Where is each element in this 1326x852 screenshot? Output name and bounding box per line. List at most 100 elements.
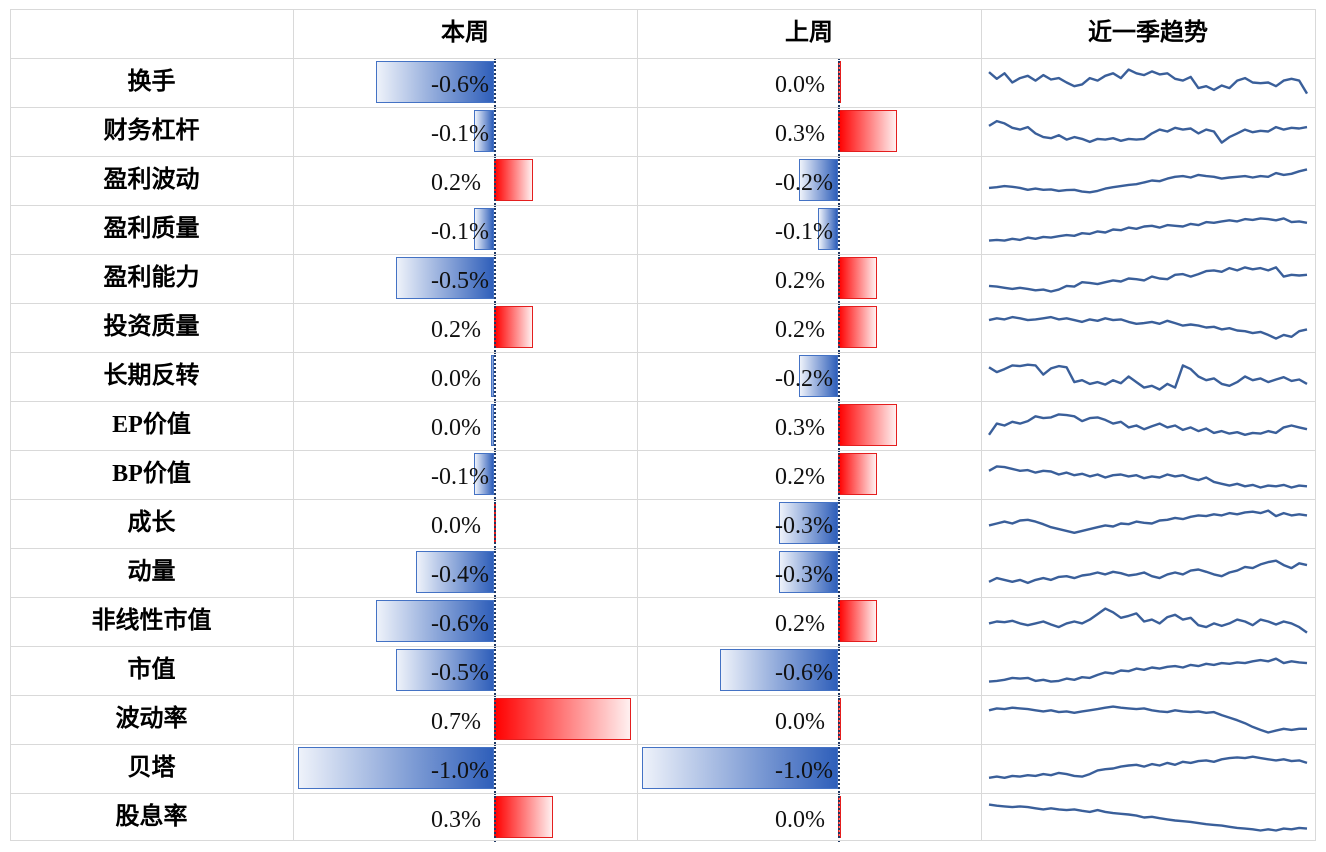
trend-line	[988, 559, 1308, 585]
bar-this-week	[396, 649, 494, 691]
table-row: 盈利波动 0.2% -0.2%	[10, 156, 1315, 205]
table-row: 投资质量 0.2% 0.2%	[10, 303, 1315, 352]
zero-axis-line	[838, 597, 840, 646]
trend-line	[988, 509, 1308, 534]
value-label-last-week: -0.2%	[775, 170, 833, 196]
table-row: 成长 0.0% -0.3%	[10, 499, 1315, 548]
zero-axis-line	[494, 107, 496, 156]
factor-label: 非线性市值	[91, 608, 212, 634]
table-row: 动量 -0.4% -0.3%	[10, 548, 1315, 597]
zero-axis-line	[838, 352, 840, 401]
bar-last-week	[838, 257, 878, 299]
bar-last-week	[818, 208, 838, 250]
value-label-last-week: -0.1%	[775, 219, 833, 245]
trend-line	[988, 465, 1308, 489]
bar-this-week	[491, 404, 494, 446]
grid-line-horizontal	[10, 58, 1315, 59]
value-label-this-week: 0.3%	[431, 807, 481, 833]
bar-this-week	[376, 600, 494, 642]
value-label-last-week: 0.3%	[775, 121, 825, 147]
value-label-last-week: 0.2%	[775, 317, 825, 343]
trend-sparkline	[988, 705, 1307, 734]
value-label-this-week: -0.1%	[431, 219, 489, 245]
trend-sparkline	[988, 657, 1308, 683]
bar-last-week	[838, 110, 897, 152]
grid-line-horizontal	[10, 205, 1315, 206]
trend-line	[988, 363, 1308, 391]
zero-axis-line	[494, 695, 496, 744]
value-label-last-week: 0.2%	[775, 268, 825, 294]
trend-sparkline	[988, 217, 1308, 242]
zero-axis-line	[838, 744, 840, 793]
table-row: BP价值 -0.1% 0.2%	[10, 450, 1315, 499]
value-label-this-week: 0.7%	[431, 709, 481, 735]
value-label-last-week: 0.3%	[775, 415, 825, 441]
bar-this-week	[474, 110, 494, 152]
table-row: 非线性市值 -0.6% 0.2%	[10, 597, 1315, 646]
trend-sparkline	[988, 315, 1308, 340]
value-label-this-week: 0.0%	[431, 366, 481, 392]
bar-last-week	[838, 600, 878, 642]
trend-sparkline	[988, 803, 1308, 832]
trend-line	[988, 803, 1308, 832]
factor-label: 换手	[127, 69, 176, 95]
trend-line	[988, 315, 1308, 340]
grid-line-horizontal	[10, 840, 1315, 841]
trend-line	[988, 755, 1308, 779]
table-row: 财务杠杆 -0.1% 0.3%	[10, 107, 1315, 156]
bar-last-week	[838, 404, 897, 446]
factor-label: 贝塔	[127, 755, 176, 781]
zero-axis-line	[494, 156, 496, 205]
table-row: 波动率 0.7% 0.0%	[10, 695, 1315, 744]
grid-line-horizontal	[10, 303, 1315, 304]
zero-axis-line	[494, 450, 496, 499]
trend-sparkline	[988, 68, 1308, 95]
trend-sparkline	[988, 509, 1308, 534]
factor-label: BP价值	[112, 461, 191, 487]
grid-line-horizontal	[10, 107, 1315, 108]
zero-axis-line	[494, 205, 496, 254]
value-label-last-week: -1.0%	[775, 758, 833, 784]
bar-last-week	[838, 306, 878, 348]
table-row: 盈利能力 -0.5% 0.2%	[10, 254, 1315, 303]
bar-last-week	[779, 551, 838, 593]
factor-return-table: 本周 上周 近一季趋势 换手 -0.6% 0.0% 财务杠杆 -0.1% 0.3% 盈利波动…	[10, 9, 1316, 842]
value-label-this-week: -0.6%	[431, 611, 489, 637]
table-row: 换手 -0.6% 0.0%	[10, 58, 1315, 107]
table-row: EP价值 0.0% 0.3%	[10, 401, 1315, 450]
value-label-this-week: -0.5%	[431, 268, 489, 294]
factor-label: 成长	[127, 510, 176, 536]
zero-axis-line	[838, 107, 840, 156]
zero-axis-line	[494, 58, 496, 107]
grid-line-vertical	[10, 9, 11, 841]
zero-axis-line	[838, 205, 840, 254]
bar-this-week	[376, 61, 494, 103]
bar-this-week	[494, 796, 553, 838]
bar-this-week	[474, 453, 494, 495]
trend-line	[988, 413, 1308, 436]
zero-axis-line	[494, 499, 496, 548]
header-trend: 近一季趋势	[1088, 20, 1208, 46]
zero-axis-line	[494, 401, 496, 450]
zero-axis-line	[494, 352, 496, 401]
value-label-last-week: -0.3%	[775, 513, 833, 539]
grid-line-horizontal	[10, 450, 1315, 451]
trend-line	[988, 68, 1308, 95]
trend-line	[988, 705, 1307, 734]
zero-axis-line	[494, 793, 496, 842]
zero-axis-line	[838, 303, 840, 352]
grid-line-vertical	[1315, 9, 1316, 841]
value-label-this-week: -0.1%	[431, 464, 489, 490]
bar-this-week	[396, 257, 494, 299]
trend-line	[988, 657, 1308, 683]
zero-axis-line	[838, 254, 840, 303]
value-label-this-week: 0.2%	[431, 317, 481, 343]
grid-line-horizontal	[10, 646, 1315, 647]
factor-label: 盈利能力	[103, 265, 200, 291]
trend-line	[988, 168, 1308, 194]
value-label-this-week: 0.0%	[431, 415, 481, 441]
trend-line	[988, 607, 1308, 634]
table-row: 市值 -0.5% -0.6%	[10, 646, 1315, 695]
trend-sparkline	[988, 465, 1308, 489]
factor-label: 财务杠杆	[103, 118, 200, 144]
